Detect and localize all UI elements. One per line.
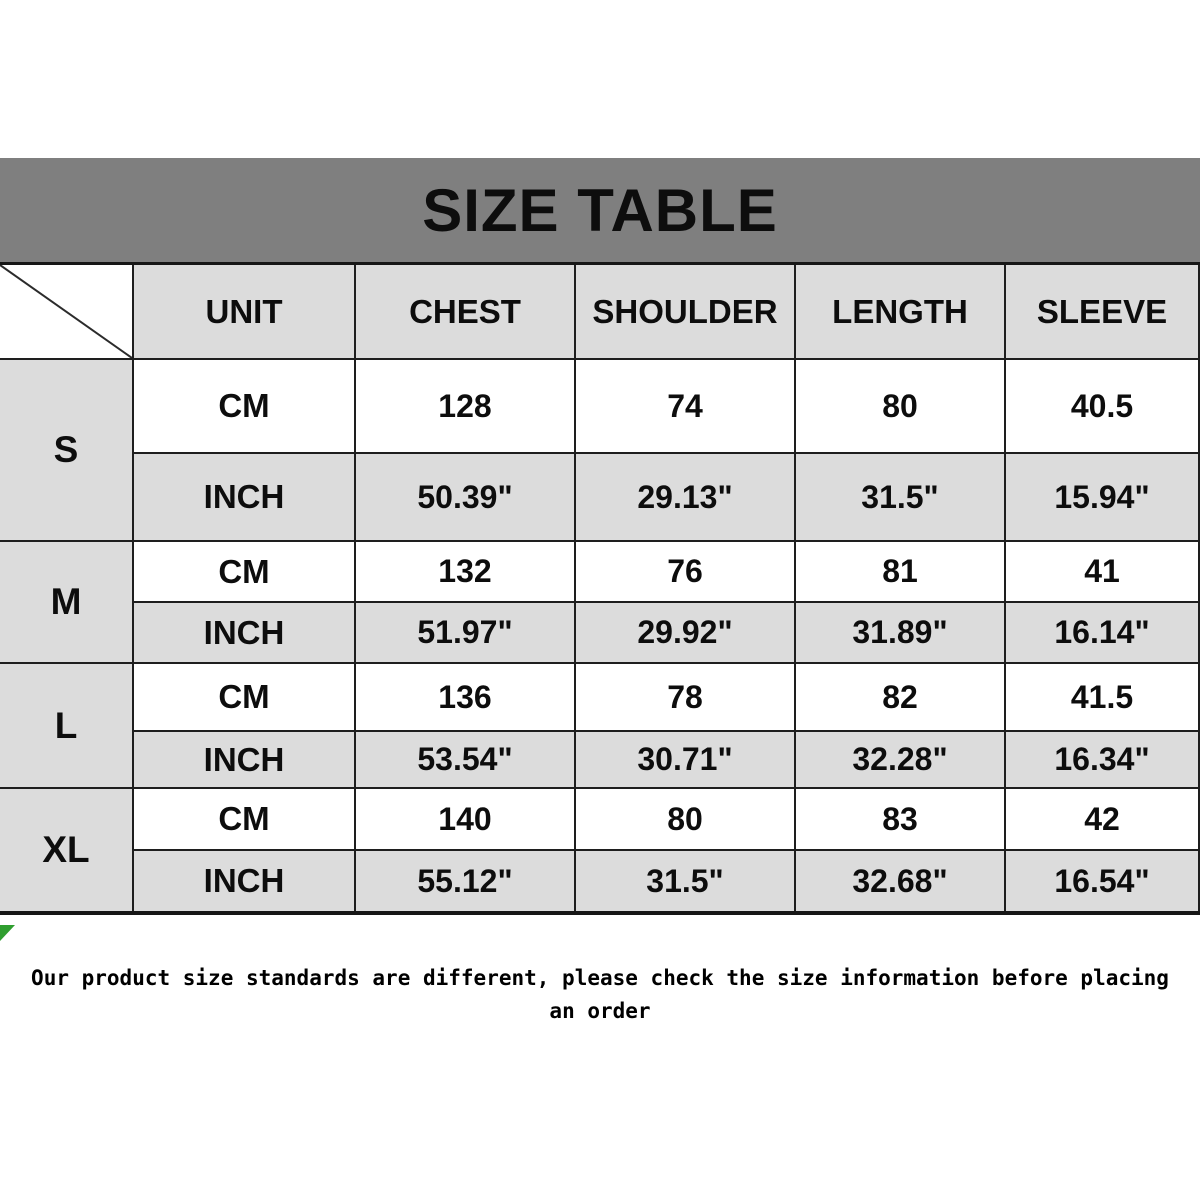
value-cell: 41.5 — [1004, 662, 1200, 732]
value-cell: 50.39" — [354, 452, 576, 542]
unit-label-inch: INCH — [133, 730, 356, 789]
value-cell: 136 — [354, 662, 576, 732]
header-cell-sleeve: SLEEVE — [1004, 265, 1200, 360]
value-cell: 80 — [794, 358, 1006, 454]
unit-label-cm: CM — [132, 787, 356, 851]
table-row: L CM 136 78 82 41.5 — [0, 662, 1200, 789]
table-row: S CM 128 74 80 40.5 — [0, 358, 1200, 542]
table-row: INCH 55.12" 31.5" 32.68" 16.54" — [0, 849, 1200, 914]
table-row: XL CM 140 80 83 42 — [0, 787, 1200, 914]
table-row: M CM 132 76 81 41 — [0, 540, 1200, 664]
value-cell: 16.14" — [1004, 601, 1200, 664]
value-cell: 82 — [794, 662, 1006, 732]
unit-label-cm: CM — [132, 358, 356, 454]
value-cell: 32.28" — [794, 730, 1006, 789]
value-cell: 78 — [574, 662, 796, 732]
unit-label-cm: CM — [132, 540, 356, 603]
value-cell: 31.89" — [794, 601, 1006, 664]
value-cell: 74 — [574, 358, 796, 454]
header-cell-shoulder: SHOULDER — [574, 265, 796, 360]
value-cell: 51.97" — [354, 601, 576, 664]
value-cell: 53.54" — [354, 730, 576, 789]
header-cell-unit: UNIT — [132, 265, 356, 360]
value-cell: 140 — [354, 787, 576, 851]
value-cell: 83 — [794, 787, 1006, 851]
value-cell: 41 — [1004, 540, 1200, 603]
value-cell: 128 — [354, 358, 576, 454]
size-table: UNIT CHEST SHOULDER LENGTH SLEEVE S CM 1… — [0, 265, 1200, 915]
size-label-m: M — [0, 540, 134, 664]
title-bar: SIZE TABLE — [0, 158, 1200, 265]
value-cell: 132 — [354, 540, 576, 603]
header-cell-length: LENGTH — [794, 265, 1006, 360]
value-cell: 30.71" — [574, 730, 796, 789]
size-note: Our product size standards are different… — [0, 962, 1200, 1028]
value-cell: 81 — [794, 540, 1006, 603]
table-row: INCH 53.54" 30.71" 32.28" 16.34" — [0, 730, 1200, 789]
diagonal-divider-line — [0, 265, 132, 358]
table-row: INCH 50.39" 29.13" 31.5" 15.94" — [0, 452, 1200, 542]
page-title: SIZE TABLE — [422, 176, 778, 244]
value-cell: 80 — [574, 787, 796, 851]
unit-label-inch: INCH — [133, 601, 356, 664]
size-label-l: L — [0, 662, 134, 789]
table-row: INCH 51.97" 29.92" 31.89" 16.14" — [0, 601, 1200, 664]
value-cell: 76 — [574, 540, 796, 603]
diagonal-cell — [0, 265, 134, 360]
value-cell: 31.5" — [794, 452, 1006, 542]
size-note-line1: Our product size standards are different… — [31, 966, 1169, 990]
value-cell: 31.5" — [574, 849, 796, 914]
header-row: UNIT CHEST SHOULDER LENGTH SLEEVE — [0, 265, 1200, 360]
size-note-line2: an order — [549, 999, 651, 1023]
header-cell-chest: CHEST — [354, 265, 576, 360]
value-cell: 32.68" — [794, 849, 1006, 914]
value-cell: 15.94" — [1004, 452, 1200, 542]
value-cell: 42 — [1004, 787, 1200, 851]
size-label-s: S — [0, 358, 134, 542]
unit-label-inch: INCH — [133, 452, 356, 542]
value-cell: 29.92" — [574, 601, 796, 664]
value-cell: 55.12" — [354, 849, 576, 914]
green-ribbon-corner — [0, 925, 15, 941]
value-cell: 16.34" — [1004, 730, 1200, 789]
value-cell: 40.5 — [1004, 358, 1200, 454]
size-label-xl: XL — [0, 787, 134, 914]
value-cell: 16.54" — [1004, 849, 1200, 914]
unit-label-inch: INCH — [133, 849, 356, 914]
value-cell: 29.13" — [574, 452, 796, 542]
unit-label-cm: CM — [132, 662, 356, 732]
